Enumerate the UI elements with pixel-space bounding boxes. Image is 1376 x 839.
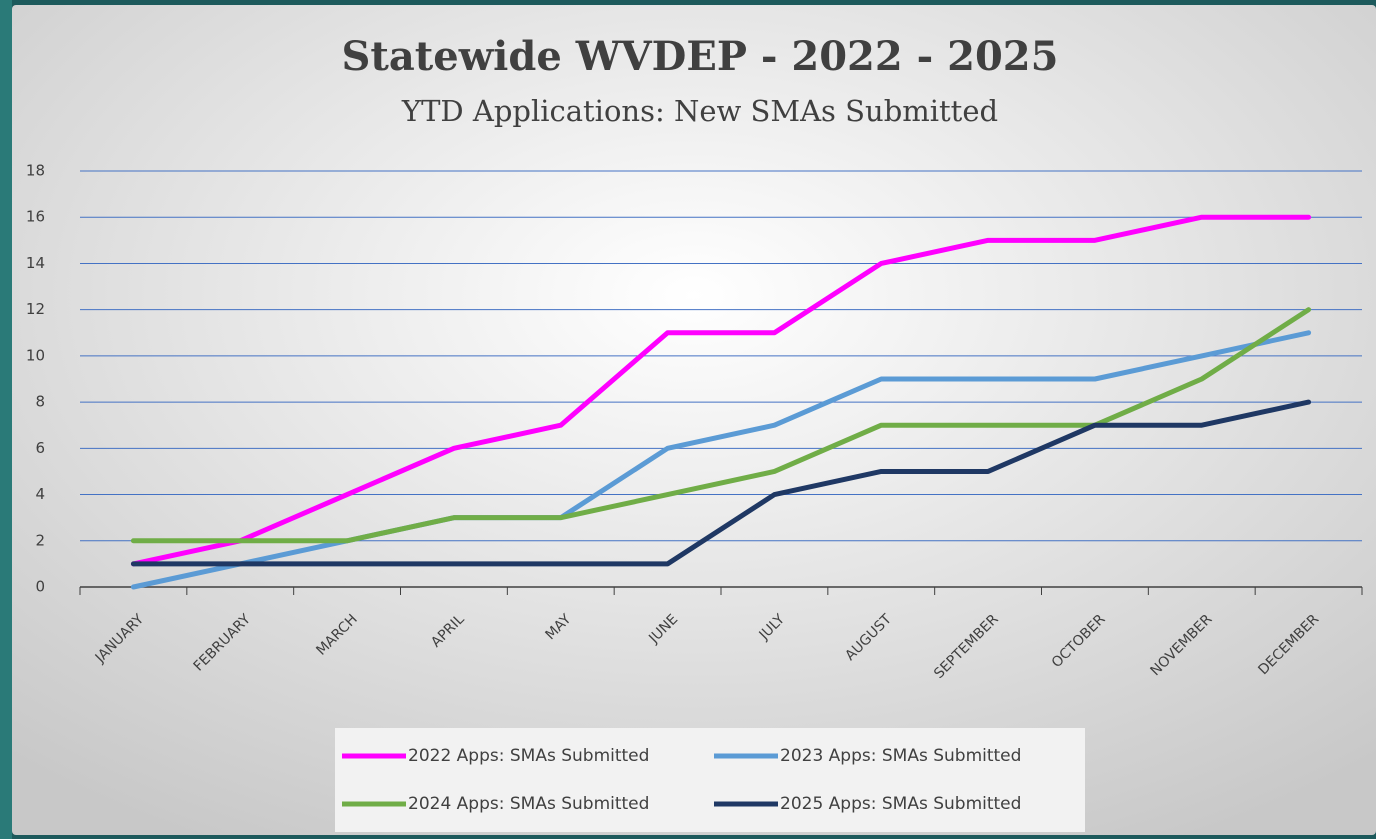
y-tick-label: 4 [35,485,45,503]
y-tick-label: 14 [26,254,45,272]
y-tick-label: 0 [35,578,45,596]
side-stripe [0,0,12,839]
legend-box [335,728,1085,832]
y-tick-label: 18 [26,162,45,180]
chart-title: Statewide WVDEP - 2022 - 2025 [342,33,1059,80]
y-tick-label: 12 [26,300,45,318]
legend-label: 2024 Apps: SMAs Submitted [408,794,649,814]
y-tick-label: 10 [26,346,45,364]
chart-subtitle: YTD Applications: New SMAs Submitted [401,94,998,128]
series-line [130,399,1312,567]
series-line [130,214,1312,567]
series-line [130,330,1312,590]
y-tick-label: 6 [35,439,45,457]
y-tick-label: 8 [35,393,45,411]
legend-label: 2025 Apps: SMAs Submitted [780,794,1021,814]
legend-label: 2022 Apps: SMAs Submitted [408,746,649,766]
legend-label: 2023 Apps: SMAs Submitted [780,746,1021,766]
y-tick-label: 2 [35,531,45,549]
y-tick-label: 16 [26,208,45,226]
chart-panel [12,5,1376,835]
series-line [130,307,1312,544]
